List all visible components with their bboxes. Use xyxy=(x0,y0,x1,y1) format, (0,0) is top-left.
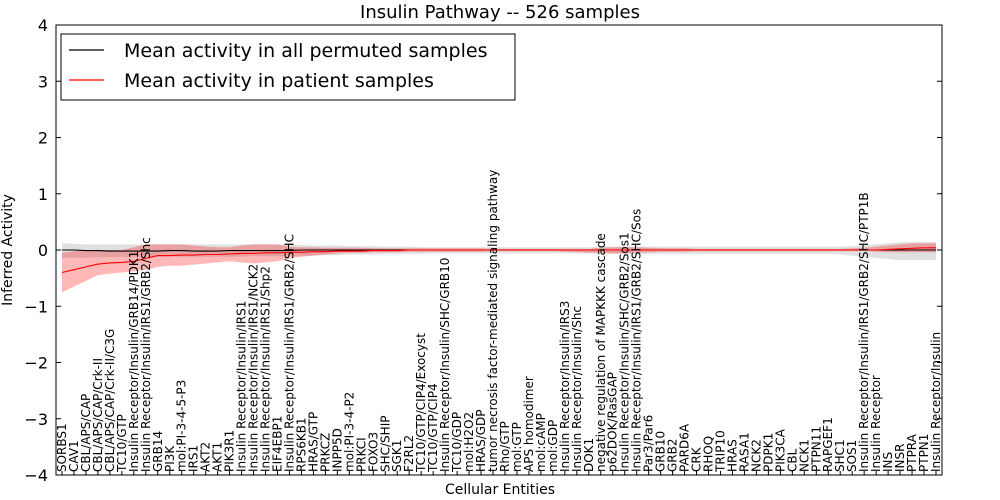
x-tick-label: INPP5D xyxy=(330,428,344,472)
x-tick-label: F2RL2 xyxy=(402,435,416,472)
x-tick-label: NCK2 xyxy=(749,439,763,472)
x-tick-label: CRK xyxy=(690,446,704,472)
legend-box xyxy=(60,33,516,101)
x-tick-label: tumor necrosis factor-mediated signaling… xyxy=(486,170,500,472)
x-tick-label: mol:PI-3-4-5-P3 xyxy=(175,380,189,472)
x-tick-label: Insulin Receptor/Insulin/IRS3 xyxy=(558,301,572,472)
x-tick-label: GRB2 xyxy=(666,438,680,472)
y-tick-label: −2 xyxy=(24,354,48,373)
x-tick-label: Insulin Receptor/Insulin/GRB14/PDK1 xyxy=(127,251,141,472)
y-tick-label: 4 xyxy=(38,16,48,35)
x-tick-label: PDPK1 xyxy=(761,433,775,472)
x-tick-label: EIF4EBP1 xyxy=(271,416,285,472)
x-tick-label: RAPGEF1 xyxy=(821,417,835,472)
y-tick-label: −1 xyxy=(24,297,48,316)
x-tick-label: TC10/GTP xyxy=(115,414,129,473)
x-tick-label: HRAS/GDP xyxy=(474,409,488,472)
x-tick-label: Insulin Receptor/Insulin/IRS1/GRB2/SHC/P… xyxy=(857,192,871,472)
x-tick-label: CBL/APS/CAP/Crk-II/C3G xyxy=(103,329,117,472)
x-tick-label: TRIP10 xyxy=(714,430,728,473)
x-tick-label: AKT2 xyxy=(199,442,213,472)
x-tick-label: Insulin Receptor/Insulin/Shc xyxy=(570,306,584,472)
x-tick-label: CBL xyxy=(785,448,799,472)
x-tick-label: PIK3CA xyxy=(773,428,787,472)
x-tick-label: mol:GDP xyxy=(546,420,560,472)
x-tick-label: FOXO3 xyxy=(366,432,380,472)
x-tick-label: PI3K xyxy=(163,445,177,472)
x-tick-label: TC10/GDP xyxy=(450,412,464,473)
x-tick-label: IRS1 xyxy=(187,445,201,472)
y-tick-label: −3 xyxy=(24,410,48,429)
y-tick-label: 3 xyxy=(38,72,48,91)
x-tick-label: Insulin Receptor/Insulin/IRS1/Shp2 xyxy=(259,266,273,472)
x-tick-label: Insulin Receptor/Insulin/SHC/GRB10 xyxy=(438,258,452,472)
x-tick-label: INSR xyxy=(893,444,907,472)
x-tick-label: p62DOK/RasGAP xyxy=(606,372,620,472)
x-axis-label: Cellular Entities xyxy=(445,482,555,498)
x-tick-label: negative regulation of MAPKKK cascade xyxy=(594,233,608,472)
x-tick-label: CAV1 xyxy=(67,440,81,472)
x-tick-label: CBL/APS/CAP xyxy=(79,394,93,472)
x-tick-label: Par3/Par6 xyxy=(642,415,656,472)
x-tick-label: Insulin Receptor/Insulin/IRS1/GRB2/Shc xyxy=(139,237,153,472)
y-tick-label: 1 xyxy=(38,185,48,204)
x-tick-label: Insulin Receptor xyxy=(869,375,883,472)
series-lines xyxy=(61,247,936,274)
x-tick-label: GRB14 xyxy=(151,431,165,472)
x-tick-label: Insulin Receptor/Insulin/IRS1/GRB2/SHC xyxy=(283,234,297,472)
x-tick-label: DOK1 xyxy=(582,438,596,472)
chart-title: Insulin Pathway -- 526 samples xyxy=(360,2,640,23)
x-tick-label: PTPRA xyxy=(905,433,919,472)
band-permuted xyxy=(62,242,936,261)
x-tick-label: mol:cAMP xyxy=(534,413,548,472)
x-tick-label: NCK1 xyxy=(797,439,811,472)
legend: Mean activity in all permuted samples Me… xyxy=(60,33,516,101)
x-axis: SORBS1CAV1CBL/APS/CAPCBL/APS/CAP/Crk-IIC… xyxy=(55,170,943,475)
x-tick-label: Insulin Receptor/Insulin/SHC/GRB2/Sos1 xyxy=(618,232,632,472)
x-tick-label: Rho/GTP xyxy=(498,421,512,472)
band-patient xyxy=(62,243,936,293)
x-tick-label: Insulin Receptor/Insulin/IRS1/GRB2/SHC/S… xyxy=(630,209,644,472)
legend-label-patient: Mean activity in patient samples xyxy=(124,70,434,92)
x-tick-label: HRAS/GTP xyxy=(306,412,320,472)
y-tick-label: 2 xyxy=(38,129,48,148)
x-tick-label: SHC/SHIP xyxy=(378,416,392,472)
x-tick-label: PTPN1 xyxy=(917,434,931,472)
x-tick-label: mol:PI-3-4-P2 xyxy=(342,392,356,472)
x-tick-label: GRB10 xyxy=(654,431,668,472)
x-tick-label: AKT1 xyxy=(211,442,225,472)
x-tick-label: CBL/APS/CAP/Crk-II xyxy=(91,358,105,472)
x-tick-label: TC10/GTP/CIP4/Exocyst xyxy=(414,333,428,473)
line-patient-mean xyxy=(61,247,936,274)
y-tick-label: 0 xyxy=(38,241,48,260)
x-tick-label: SOS1 xyxy=(845,440,859,472)
x-tick-label: RASA1 xyxy=(737,432,751,472)
x-tick-label: TC10/GTP/CIP4 xyxy=(426,383,440,473)
x-tick-label: Insulin Receptor/Insulin/IRS1/NCK2 xyxy=(247,264,261,472)
x-tick-label: SORBS1 xyxy=(55,423,69,472)
x-tick-label: SGK1 xyxy=(390,440,404,472)
y-axis: 4 3 2 1 0 −1 −2 −3 −4 xyxy=(24,16,942,485)
x-tick-label: APS homodimer xyxy=(522,376,536,472)
x-tick-label: INS xyxy=(881,452,895,472)
x-tick-label: Insulin Receptor/Insulin/IRS1 xyxy=(235,301,249,472)
x-tick-label: RPS6KB1 xyxy=(295,417,309,472)
x-tick-label: RHOQ xyxy=(702,436,716,472)
x-tick-label: PRKCZ xyxy=(318,433,332,472)
legend-label-permuted: Mean activity in all permuted samples xyxy=(124,40,487,62)
y-tick-label: −4 xyxy=(24,466,48,485)
x-tick-label: Insulin Receptor/Insulin xyxy=(929,332,943,472)
x-tick-label: SHC1 xyxy=(833,439,847,472)
y-axis-label: Inferred Activity xyxy=(0,194,16,306)
x-tick-label: mol:H2O2 xyxy=(462,412,476,472)
x-tick-label: PRKCI xyxy=(354,437,368,472)
x-tick-label: mol:GTP xyxy=(510,422,524,472)
x-tick-label: PTPN11 xyxy=(809,426,823,472)
x-tick-label: PIK3R1 xyxy=(223,430,237,472)
x-tick-label: HRAS xyxy=(726,439,740,472)
confidence-bands xyxy=(62,242,936,293)
x-tick-label: PARD6A xyxy=(678,423,692,472)
